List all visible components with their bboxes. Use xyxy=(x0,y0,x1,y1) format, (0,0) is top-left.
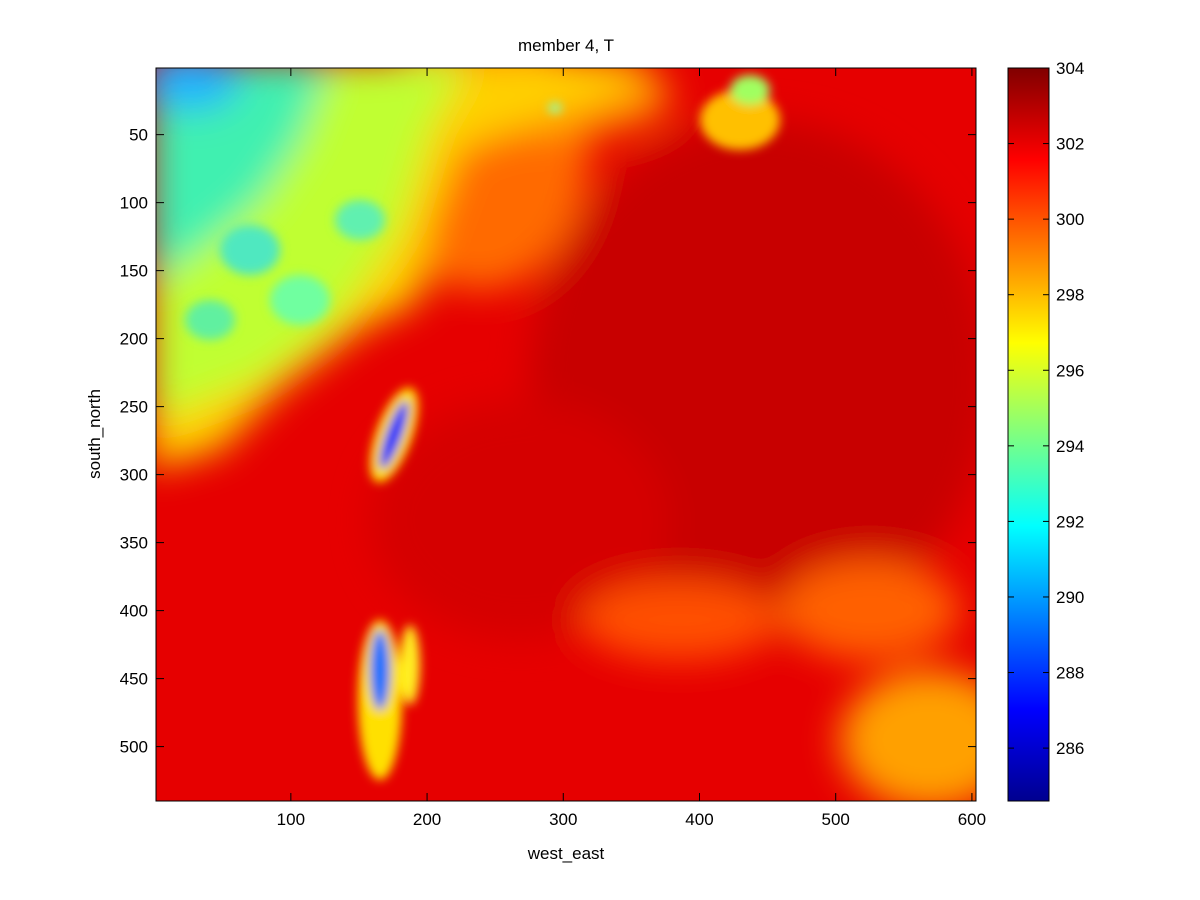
x-axis-ticks: 100 200 300 400 500 600 xyxy=(277,68,986,829)
x-tick-label: 600 xyxy=(958,810,986,829)
x-tick-label: 100 xyxy=(277,810,305,829)
chart-title: member 4, T xyxy=(518,36,614,55)
colorbar-tick-label: 298 xyxy=(1056,286,1084,305)
y-tick-label: 300 xyxy=(120,466,148,485)
y-tick-label: 400 xyxy=(120,602,148,621)
x-axis-label: west_east xyxy=(527,844,605,863)
y-tick-label: 150 xyxy=(120,262,148,281)
y-tick-label: 250 xyxy=(120,398,148,417)
y-tick-label: 350 xyxy=(120,534,148,553)
x-tick-label: 500 xyxy=(822,810,850,829)
colorbar-tick-label: 290 xyxy=(1056,588,1084,607)
colorbar-tick-label: 302 xyxy=(1056,135,1084,154)
colorbar-tick-label: 294 xyxy=(1056,437,1084,456)
colorbar-tick-label: 288 xyxy=(1056,664,1084,683)
colorbar: 286 288 290 292 294 296 298 300 302 304 xyxy=(1007,59,1084,802)
y-tick-label: 200 xyxy=(120,330,148,349)
y-tick-label: 450 xyxy=(120,670,148,689)
heatmap-field xyxy=(156,68,976,801)
y-tick-label: 100 xyxy=(120,194,148,213)
x-tick-label: 300 xyxy=(549,810,577,829)
colorbar-tick-label: 300 xyxy=(1056,210,1084,229)
colorbar-gradient xyxy=(1007,67,1050,802)
x-tick-label: 400 xyxy=(685,810,713,829)
plot-area: 100 200 300 400 500 600 50 100 150 200 250 300 350 4… xyxy=(120,67,986,829)
colorbar-ticks: 286 288 290 292 294 296 298 300 302 304 xyxy=(1008,59,1084,758)
colorbar-tick-label: 292 xyxy=(1056,512,1084,531)
x-tick-label: 200 xyxy=(413,810,441,829)
colorbar-tick-label: 286 xyxy=(1056,739,1084,758)
y-axis-ticks: 50 100 150 200 250 300 350 400 450 500 xyxy=(120,126,976,757)
plot-frame xyxy=(155,67,977,802)
colorbar-tick-label: 296 xyxy=(1056,361,1084,380)
y-axis-label: south_north xyxy=(85,389,104,479)
colorbar-tick-label: 304 xyxy=(1056,59,1084,78)
y-tick-label: 50 xyxy=(129,126,148,145)
y-tick-label: 500 xyxy=(120,738,148,757)
